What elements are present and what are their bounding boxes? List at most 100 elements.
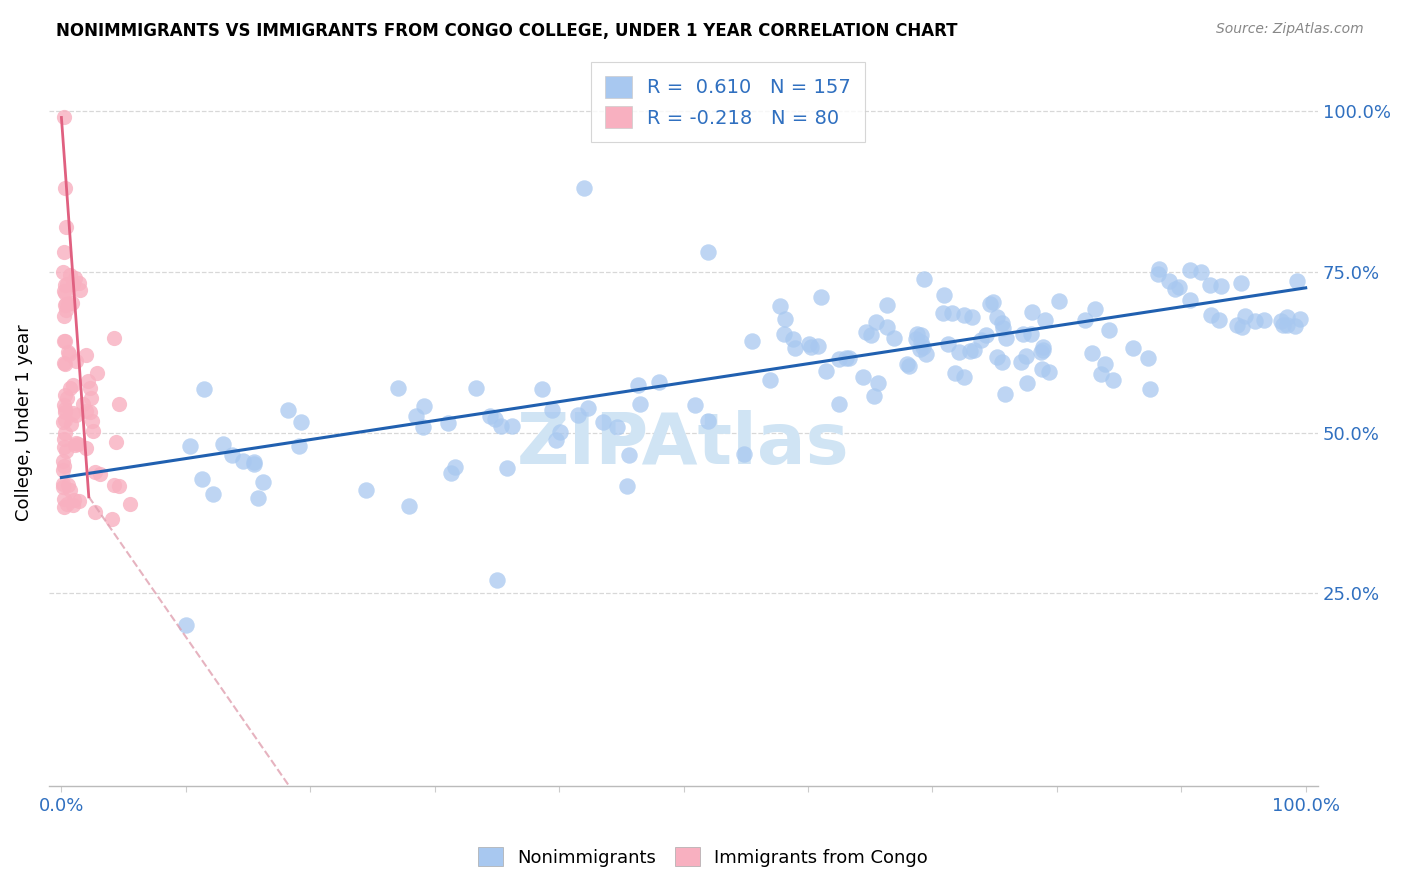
Point [80,391,103,405]
Point [976,328,998,343]
Point [1010,354,1032,368]
Point [191,472,214,486]
Point [52,265,75,279]
Point [53,181,76,195]
Point [1139,382,1161,396]
Point [65,408,87,422]
Point [413,399,436,413]
Point [606,420,628,434]
Point [1032,343,1054,357]
Point [938,337,960,351]
Point [52,245,75,260]
Point [896,358,918,372]
Point [986,310,1008,324]
Point [398,499,420,513]
Point [810,290,832,304]
Point [908,343,931,357]
Point [1021,304,1043,318]
Point [905,327,928,342]
Point [75,442,97,456]
Point [174,618,197,632]
Point [52,480,75,494]
Point [62,493,84,508]
Point [572,181,595,195]
Point [733,447,755,461]
Point [1234,309,1257,323]
Point [859,328,882,343]
Point [69,283,91,297]
Point [52,334,75,348]
Point [1275,318,1298,333]
Point [354,483,377,497]
Point [252,475,274,490]
Point [986,350,1008,364]
Point [995,331,1018,345]
Point [1178,293,1201,307]
Point [1038,365,1060,379]
Point [1198,278,1220,293]
Point [55,334,77,349]
Point [772,326,794,341]
Point [63,438,86,452]
Point [53,387,76,401]
Point [948,344,970,359]
Point [52,476,75,491]
Point [953,370,976,384]
Point [1178,263,1201,277]
Point [619,448,641,462]
Point [1014,350,1036,364]
Point [52,492,75,507]
Point [1101,373,1123,387]
Point [828,352,851,367]
Point [782,332,804,346]
Point [1090,367,1112,381]
Point [1083,301,1105,316]
Point [56,297,79,311]
Point [101,512,124,526]
Point [993,321,1015,335]
Point [943,366,966,380]
Point [53,356,76,370]
Point [959,344,981,359]
Point [83,465,105,479]
Point [696,414,718,428]
Point [576,401,599,415]
Point [60,296,83,310]
Point [82,424,104,438]
Point [863,389,886,403]
Point [108,397,131,411]
Point [478,409,501,423]
Point [769,299,792,313]
Point [970,334,993,348]
Point [838,351,860,365]
Point [485,574,508,588]
Point [814,364,837,378]
Point [56,277,79,292]
Point [52,458,75,473]
Point [616,479,638,493]
Point [108,479,131,493]
Point [697,245,720,260]
Point [540,403,562,417]
Point [63,271,86,285]
Point [53,398,76,412]
Point [75,348,97,362]
Point [55,219,77,234]
Point [105,434,128,449]
Point [1074,313,1097,327]
Point [883,330,905,344]
Point [1209,279,1232,293]
Point [66,437,89,451]
Point [627,378,650,392]
Point [243,455,266,469]
Point [648,375,671,389]
Point [243,457,266,471]
Point [387,381,409,395]
Point [932,306,955,320]
Point [52,309,75,323]
Point [1098,323,1121,337]
Point [941,306,963,320]
Y-axis label: College, Under 1 year: College, Under 1 year [15,325,32,521]
Point [55,401,77,416]
Point [855,325,877,339]
